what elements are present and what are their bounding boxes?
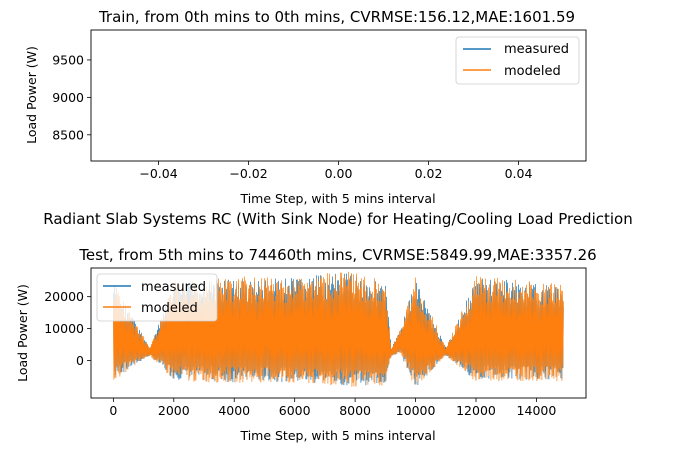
test-x-tick-label: 12000 <box>456 403 496 418</box>
test-subplot: Test, from 5th mins to 74460th mins, CVR… <box>15 246 597 443</box>
train-x-axis-label: Time Step, with 5 mins interval <box>239 191 435 206</box>
test-y-ticks: 0 10000 20000 <box>44 289 91 368</box>
test-y-tick-label: 20000 <box>44 289 84 304</box>
test-x-axis-label: Time Step, with 5 mins interval <box>239 428 435 443</box>
train-y-tick-label: 9500 <box>52 52 84 67</box>
train-y-axis-label: Load Power (W) <box>24 46 39 144</box>
train-y-ticks: 8500 9000 9500 <box>52 52 91 142</box>
test-x-tick-label: 6000 <box>279 403 311 418</box>
test-x-tick-label: 0 <box>109 403 117 418</box>
test-x-tick-label: 2000 <box>158 403 190 418</box>
test-y-axis-label: Load Power (W) <box>15 284 30 382</box>
train-x-tick-label: 0.04 <box>505 166 533 181</box>
test-x-tick-label: 10000 <box>396 403 436 418</box>
train-legend-modeled-label: modeled <box>504 64 561 79</box>
test-axes-frame <box>90 267 587 399</box>
figure-title: Radiant Slab Systems RC (With Sink Node)… <box>43 210 632 228</box>
test-title: Test, from 5th mins to 74460th mins, CVR… <box>78 246 596 264</box>
test-y-tick-label: 0 <box>76 353 84 368</box>
train-legend: measured modeled <box>455 36 580 85</box>
test-legend-modeled-label: modeled <box>141 301 198 316</box>
train-y-tick-label: 9000 <box>52 90 84 105</box>
test-x-ticks: 0 2000 4000 6000 8000 10000 12000 14000 <box>109 398 556 418</box>
train-x-tick-label: −0.04 <box>139 166 177 181</box>
test-legend-measured-label: measured <box>141 280 206 295</box>
test-x-tick-label: 14000 <box>517 403 557 418</box>
train-y-tick-label: 8500 <box>52 127 84 142</box>
test-legend: measured modeled <box>96 273 218 322</box>
test-y-tick-label: 10000 <box>44 321 84 336</box>
train-subplot: Train, from 0th mins to 0th mins, CVRMSE… <box>24 8 587 206</box>
train-x-tick-label: −0.02 <box>229 166 267 181</box>
train-x-tick-label: 0.02 <box>415 166 443 181</box>
train-x-ticks: −0.04 −0.02 0.00 0.02 0.04 <box>139 161 532 181</box>
test-x-tick-label: 8000 <box>339 403 371 418</box>
train-title: Train, from 0th mins to 0th mins, CVRMSE… <box>98 8 575 26</box>
train-x-tick-label: 0.00 <box>325 166 353 181</box>
test-x-tick-label: 4000 <box>218 403 250 418</box>
train-legend-measured-label: measured <box>504 42 569 57</box>
